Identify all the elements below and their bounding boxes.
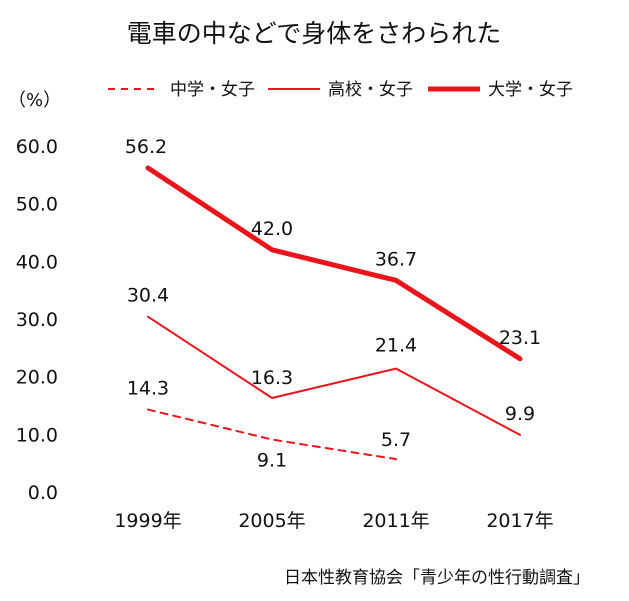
y-tick-label: 0.0 bbox=[28, 482, 58, 504]
y-tick-label: 60.0 bbox=[16, 136, 58, 158]
data-label-junior-high: 5.7 bbox=[381, 429, 411, 451]
series-lines bbox=[145, 165, 523, 461]
y-tick-label: 10.0 bbox=[16, 424, 58, 446]
x-axis-ticks: 1999年 2005年 2011年 2017年 bbox=[114, 510, 553, 532]
y-axis-unit: （%） bbox=[8, 90, 61, 111]
data-label-high-school: 9.9 bbox=[505, 403, 535, 425]
x-tick-label: 2005年 bbox=[238, 510, 305, 532]
y-tick-label: 40.0 bbox=[16, 251, 58, 273]
y-axis-ticks: 0.0 10.0 20.0 30.0 40.0 50.0 60.0 bbox=[16, 136, 58, 504]
data-label-university: 23.1 bbox=[499, 327, 541, 349]
data-label-junior-high: 14.3 bbox=[127, 378, 169, 400]
y-tick-label: 30.0 bbox=[16, 309, 58, 331]
legend-label-university: 大学・女子 bbox=[488, 80, 573, 100]
x-tick-label: 2011年 bbox=[362, 510, 429, 532]
y-tick-label: 50.0 bbox=[16, 194, 58, 216]
data-label-junior-high: 9.1 bbox=[257, 450, 287, 472]
data-labels: 14.3 9.1 5.7 30.4 16.3 21.4 9.9 56.2 42.0 36.7 23.… bbox=[125, 136, 541, 472]
chart-title: 電車の中などで身体をさわられた bbox=[127, 19, 502, 48]
x-tick-label: 1999年 bbox=[114, 510, 181, 532]
y-tick-label: 20.0 bbox=[16, 367, 58, 389]
data-label-university: 56.2 bbox=[125, 136, 167, 158]
legend-label-high-school: 高校・女子 bbox=[328, 80, 413, 100]
source-note: 日本性教育協会「青少年の性行動調査」 bbox=[284, 568, 590, 588]
series-line-junior-high bbox=[147, 408, 397, 461]
series-line-university bbox=[145, 165, 523, 362]
data-label-high-school: 30.4 bbox=[127, 285, 169, 307]
x-tick-label: 2017年 bbox=[486, 510, 553, 532]
data-label-high-school: 21.4 bbox=[375, 335, 417, 357]
data-label-high-school: 16.3 bbox=[251, 367, 293, 389]
series-line-high-school bbox=[147, 315, 521, 436]
data-label-university: 36.7 bbox=[375, 248, 417, 270]
data-label-university: 42.0 bbox=[251, 218, 293, 240]
legend-label-junior-high: 中学・女子 bbox=[170, 80, 255, 100]
legend: 中学・女子 高校・女子 大学・女子 bbox=[108, 80, 573, 100]
